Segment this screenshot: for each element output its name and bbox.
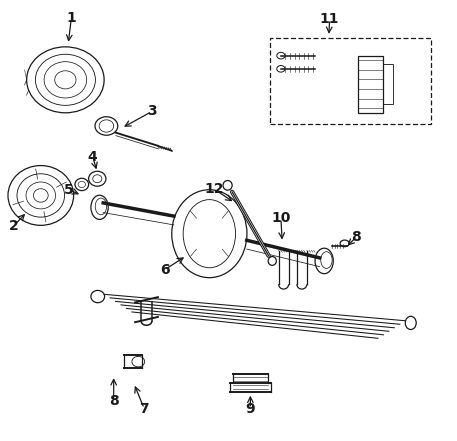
Text: 7: 7	[139, 402, 149, 416]
Text: 5: 5	[64, 183, 74, 197]
Text: 2: 2	[9, 219, 18, 233]
Text: 3: 3	[147, 105, 157, 119]
Text: 11: 11	[320, 12, 340, 26]
Text: 8: 8	[351, 230, 361, 244]
Text: 10: 10	[271, 211, 291, 225]
Text: 4: 4	[88, 150, 98, 164]
Text: 1: 1	[66, 11, 76, 25]
Bar	[270, 38, 431, 124]
Text: 9: 9	[245, 402, 255, 416]
Bar	[383, 64, 393, 104]
Text: 6: 6	[160, 263, 170, 277]
Text: 12: 12	[204, 182, 223, 196]
Bar	[358, 56, 383, 113]
Text: 8: 8	[109, 394, 118, 408]
